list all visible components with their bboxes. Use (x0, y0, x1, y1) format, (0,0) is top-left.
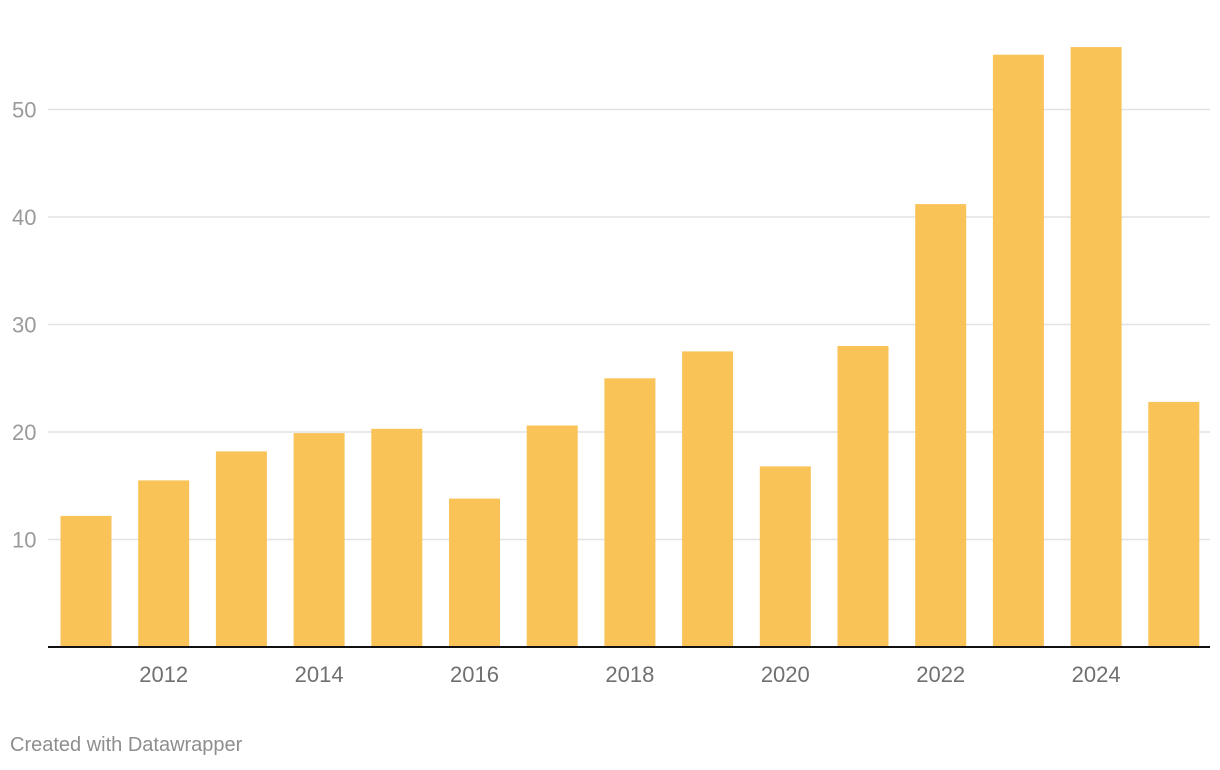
bar-2023 (992, 54, 1044, 647)
x-tick-label: 2024 (1072, 662, 1121, 687)
bar-2016 (449, 498, 500, 647)
x-tick-label: 2014 (295, 662, 344, 687)
x-tick-label: 2018 (605, 662, 654, 687)
x-tick-label: 2020 (761, 662, 810, 687)
bar-2015 (371, 428, 423, 647)
bar-2013 (215, 451, 267, 647)
y-axis-ticks: 10 20 30 40 50 (12, 98, 36, 553)
bar-2024 (1070, 47, 1122, 648)
x-tick-label: 2016 (450, 662, 499, 687)
bar-2025 (1148, 401, 1200, 647)
x-tick-label: 2022 (916, 662, 965, 687)
y-tick-label: 10 (12, 528, 36, 553)
x-axis-ticks: 2012 2014 2016 2018 2020 2022 2024 (139, 662, 1120, 687)
bars (60, 47, 1200, 648)
bar-2018 (604, 378, 656, 648)
x-tick-label: 2012 (139, 662, 188, 687)
bar-2011 (60, 515, 112, 647)
bar-2022 (915, 204, 967, 647)
bar-2014 (293, 433, 345, 647)
y-tick-label: 40 (12, 205, 36, 230)
y-tick-label: 20 (12, 420, 36, 445)
y-tick-label: 50 (12, 98, 36, 123)
y-tick-label: 30 (12, 313, 36, 338)
credit-text: Created with Datawrapper (10, 734, 243, 756)
bar-2012 (138, 480, 190, 647)
bar-2020 (759, 466, 811, 647)
bar-2019 (682, 351, 734, 647)
bar-2017 (526, 425, 578, 647)
bar-chart: 10 20 30 40 50 2012 2014 2016 2018 2020 2022 2024 (12, 47, 1210, 687)
bar-2021 (837, 346, 889, 647)
